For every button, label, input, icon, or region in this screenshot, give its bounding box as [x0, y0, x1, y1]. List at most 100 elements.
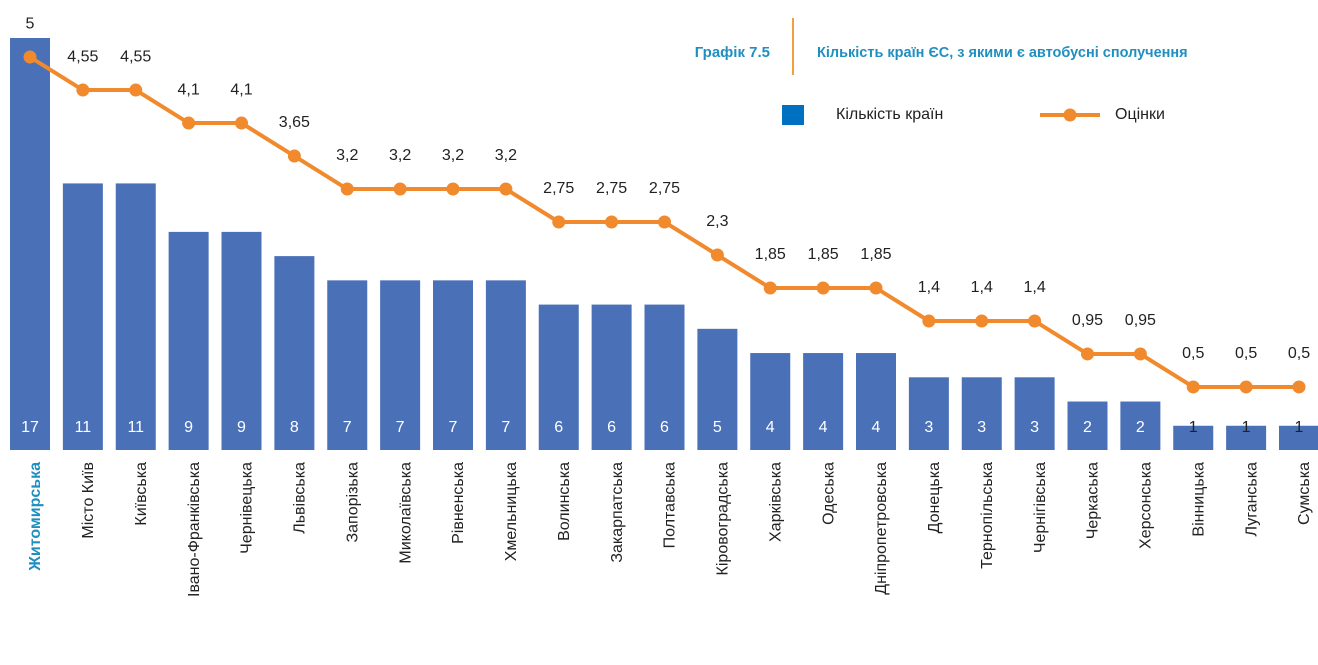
bar [1279, 425, 1318, 450]
x-tick-label: Полтавська [662, 462, 679, 548]
bar [538, 304, 579, 450]
line-point [235, 116, 248, 130]
line-point [1186, 380, 1200, 394]
bar-value-label: 7 [449, 419, 458, 436]
x-tick-label: Київська [133, 462, 150, 526]
bar [961, 377, 1002, 450]
line-point [552, 215, 566, 229]
line-point [287, 149, 301, 163]
bar-value-label: 8 [290, 419, 299, 436]
legend-swatch [1063, 108, 1077, 122]
bar [380, 280, 421, 450]
x-tick-label: Донецька [926, 462, 943, 534]
line-value-label: 0,5 [1182, 345, 1204, 362]
x-tick-label: Одеська [820, 462, 837, 525]
x-tick-label: Черкаська [1085, 462, 1102, 539]
bar [908, 377, 949, 450]
x-tick-label: Херсонська [1138, 462, 1155, 549]
bar [697, 328, 738, 450]
line-point [1292, 380, 1306, 394]
line-value-label: 1,85 [755, 246, 786, 263]
line-value-label: 3,2 [336, 147, 358, 164]
x-tick-label: Дніпропетровська [873, 462, 890, 595]
line-value-label: 4,1 [230, 81, 252, 98]
line-value-label: 3,65 [279, 114, 310, 131]
line-value-label: 1,85 [808, 246, 839, 263]
line-value-label: 5 [26, 15, 35, 32]
bar-value-label: 11 [127, 419, 144, 436]
bar-value-label: 11 [75, 419, 92, 436]
bar [1173, 425, 1214, 450]
line-value-label: 0,5 [1288, 345, 1310, 362]
line-value-label: 3,2 [389, 147, 411, 164]
line-value-label: 2,75 [649, 180, 680, 197]
x-tick-label: Тернопільська [979, 462, 996, 569]
bar [803, 353, 844, 450]
x-tick-label: Івано-Франківська [186, 462, 203, 597]
line-point [393, 182, 407, 196]
line-value-label: 1,4 [971, 279, 993, 296]
bar-value-label: 7 [501, 419, 510, 436]
bar-value-label: 3 [924, 419, 933, 436]
line-point [340, 182, 354, 196]
line-point [658, 215, 671, 229]
line-point [129, 83, 143, 97]
line-point [182, 116, 196, 130]
line-value-label: 2,75 [543, 180, 574, 197]
legend-label: Оцінки [1115, 106, 1165, 123]
bar [1014, 377, 1055, 450]
bar [1120, 401, 1161, 450]
line-point [605, 215, 619, 229]
bar [1067, 401, 1108, 450]
bar [1226, 425, 1267, 450]
x-tick-label: Вінницька [1190, 462, 1207, 537]
line-point [1081, 347, 1094, 361]
line-value-label: 3,2 [442, 147, 464, 164]
bar [10, 38, 50, 450]
bar-value-label: 7 [343, 419, 352, 436]
bar-value-label: 1 [1242, 419, 1251, 436]
bar [750, 353, 791, 450]
bar [62, 183, 103, 451]
x-tick-label: Львівська [292, 462, 309, 534]
line-value-label: 4,1 [178, 81, 200, 98]
chart-title: Кількість країн ЄС, з якими є автобусні … [817, 45, 1188, 61]
bar [221, 231, 262, 450]
x-tick-label: Миколаївська [397, 462, 414, 564]
line-value-label: 2,3 [706, 213, 728, 230]
line-value-label: 1,4 [918, 279, 940, 296]
line-value-label: 1,4 [1024, 279, 1046, 296]
x-tick-label: Чернівецька [239, 462, 256, 554]
bar-value-label: 9 [237, 419, 246, 436]
bar-value-label: 2 [1083, 419, 1092, 436]
legend-label: Кількість країн [836, 106, 943, 123]
bar-value-label: 6 [660, 419, 669, 436]
line-point [23, 50, 37, 64]
x-tick-label: Місто Київ [80, 462, 97, 539]
x-tick-label: Харківська [767, 462, 784, 542]
line-point [1028, 314, 1042, 328]
x-tick-label: Рівненська [450, 462, 467, 544]
line-value-label: 0,95 [1072, 312, 1103, 329]
line-point [869, 281, 883, 295]
line-point [446, 182, 460, 196]
legend-swatch [782, 105, 804, 125]
bar-value-label: 1 [1295, 419, 1304, 436]
x-tick-label: Кіровоградська [715, 462, 732, 576]
bar-value-label: 3 [977, 419, 986, 436]
bar [485, 280, 526, 450]
x-tick-label: Житомирська [27, 462, 44, 572]
bar-value-label: 6 [554, 419, 563, 436]
line-point [816, 281, 830, 295]
line-value-label: 3,2 [495, 147, 517, 164]
x-tick-label: Закарпатська [609, 462, 626, 563]
bar-value-label: 5 [713, 419, 722, 436]
x-tick-label: Луганська [1243, 462, 1260, 537]
line-point [76, 83, 90, 97]
bar-value-label: 9 [184, 419, 193, 436]
bar [856, 353, 896, 450]
figure-label: Графік 7.5 [695, 44, 770, 61]
line-value-label: 0,95 [1125, 312, 1156, 329]
line-value-label: 0,5 [1235, 345, 1257, 362]
bar-value-label: 3 [1030, 419, 1039, 436]
